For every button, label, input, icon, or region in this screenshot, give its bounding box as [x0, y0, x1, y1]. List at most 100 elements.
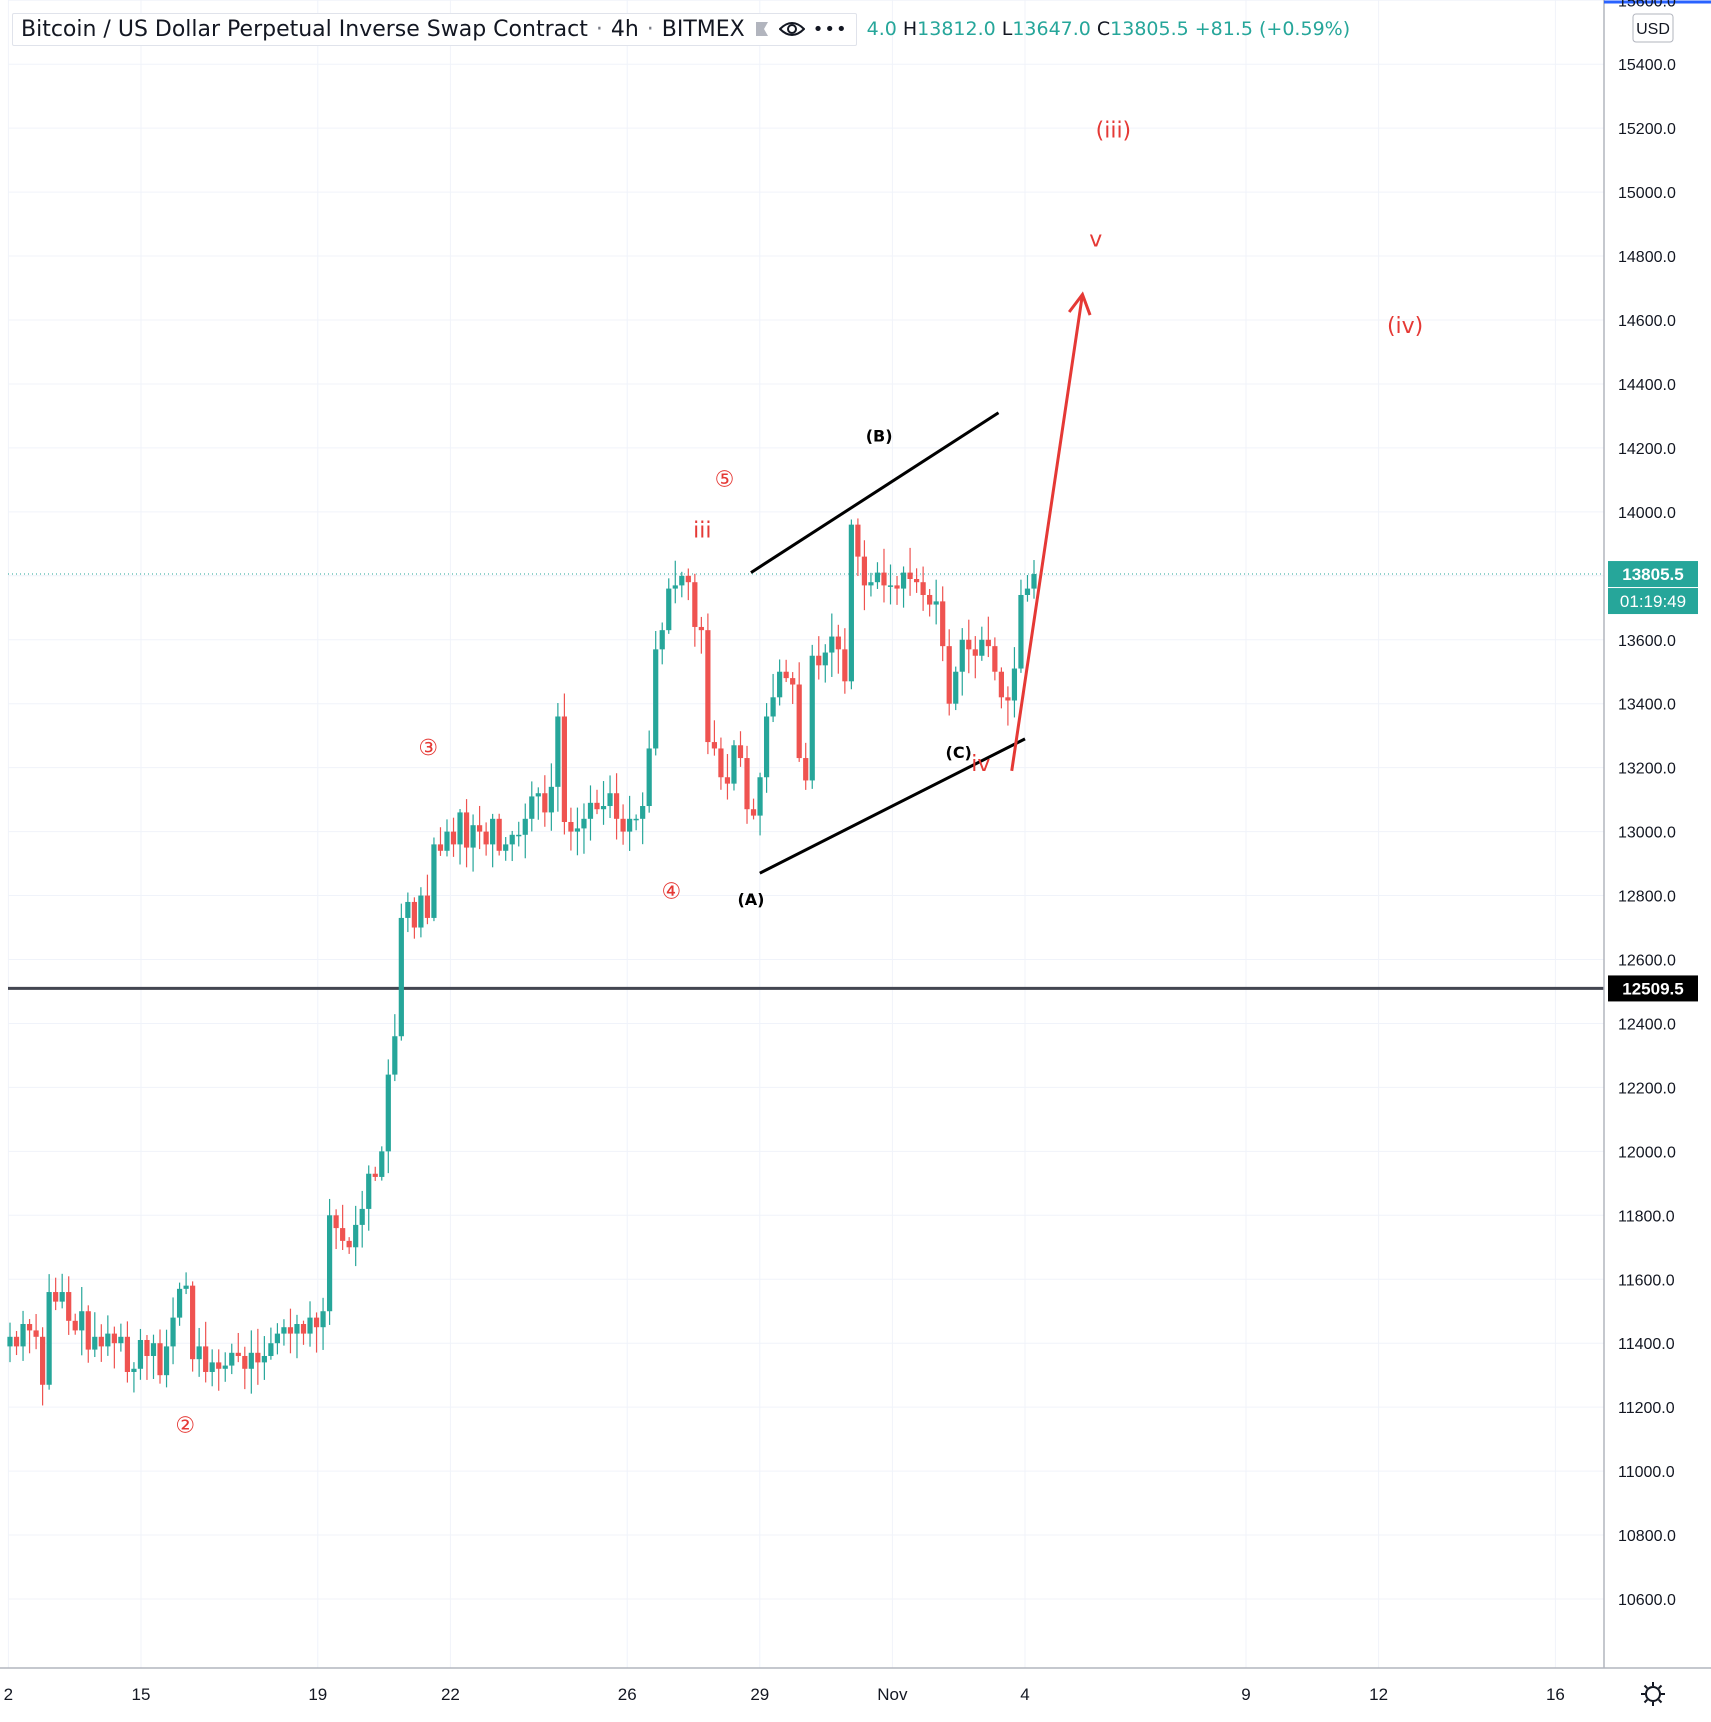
- candle-body: [855, 524, 861, 557]
- candle-body: [842, 649, 848, 682]
- ohlc-values: 4.0 H13812.0 L13647.0 C13805.5 +81.5 (+0…: [867, 18, 1351, 40]
- price-tick-label: 15400.0: [1618, 57, 1676, 74]
- candle-body: [731, 745, 737, 784]
- candle-body: [157, 1343, 163, 1376]
- candle-body: [59, 1292, 65, 1302]
- time-tick-label: 4: [1020, 1685, 1029, 1704]
- candle-body: [463, 812, 470, 848]
- candle-body: [366, 1173, 372, 1209]
- candle-body: [503, 844, 509, 851]
- price-tick-label: 15600.0: [1618, 0, 1676, 10]
- wave-label: (A): [737, 890, 764, 909]
- wave-annotations-group: ② ③ ④ ⑤ iii (A) (B) (C) iv v (iii) (iv): [175, 119, 1423, 1439]
- price-tick-label: 14000.0: [1618, 505, 1676, 522]
- time-tick-label: 12: [1369, 1685, 1388, 1704]
- candle-body: [835, 636, 841, 650]
- candle-body: [66, 1292, 72, 1321]
- candle-body: [444, 831, 450, 851]
- price-axis[interactable]: 10600.0 10800.0 11000.0 11200.0 11400.0 11600…: [1618, 0, 1676, 1609]
- candle-body: [816, 655, 822, 666]
- candle-body: [913, 578, 920, 583]
- candle-body: [992, 646, 998, 672]
- candle-body: [711, 742, 718, 749]
- candle-body: [274, 1333, 281, 1344]
- wave-label: iii: [693, 518, 711, 543]
- candle-body: [698, 626, 704, 631]
- projection-arrow-line: [1010, 294, 1084, 772]
- candle-body: [333, 1215, 339, 1229]
- symbol-title[interactable]: Bitcoin / US Dollar Perpetual Inverse Sw…: [21, 16, 588, 42]
- candle-body: [555, 716, 561, 787]
- price-tick-label: 15200.0: [1618, 121, 1676, 138]
- candle-body: [20, 1324, 26, 1347]
- candle-body: [287, 1327, 294, 1334]
- current-price-label: 13805.5: [1622, 565, 1683, 584]
- candle-body: [894, 585, 900, 589]
- candle-body: [509, 834, 515, 845]
- candle-body: [718, 748, 724, 778]
- candle-body: [326, 1215, 333, 1312]
- candle-body: [535, 793, 541, 797]
- settings-gear-icon[interactable]: [1641, 1682, 1665, 1706]
- symbol-info-box[interactable]: Bitcoin / US Dollar Perpetual Inverse Sw…: [12, 12, 857, 46]
- candle-body: [868, 582, 874, 586]
- high-value: 13812.0: [917, 18, 996, 40]
- candle-body: [737, 745, 744, 759]
- candle-body: [411, 901, 417, 928]
- candle-body: [920, 582, 926, 595]
- price-tick-label: 15000.0: [1618, 185, 1676, 202]
- candle-body: [627, 818, 633, 832]
- candle-body: [796, 684, 802, 759]
- eye-icon[interactable]: [778, 20, 805, 38]
- price-tick-label: 11800.0: [1618, 1208, 1675, 1225]
- candle-body: [144, 1340, 150, 1356]
- candle-body: [653, 649, 659, 749]
- candle-body: [72, 1320, 78, 1331]
- candle-body: [229, 1352, 235, 1366]
- flag-icon[interactable]: [753, 20, 771, 38]
- candle-body: [561, 716, 567, 823]
- price-tick-label: 10800.0: [1618, 1528, 1676, 1545]
- candle-body: [281, 1327, 287, 1334]
- time-tick-label: 9: [1241, 1685, 1250, 1704]
- candle-body: [998, 671, 1004, 698]
- drawings-group[interactable]: [750, 291, 1092, 875]
- candle-body: [516, 834, 522, 837]
- price-tick-label: 14800.0: [1618, 249, 1676, 266]
- price-tick-label: 11400.0: [1618, 1336, 1675, 1353]
- candle-body: [1011, 668, 1018, 701]
- time-axis[interactable]: 2 15 19 22 26 29 Nov 4 9 12 16: [4, 1685, 1565, 1704]
- candle-body: [1018, 594, 1024, 669]
- candle-body: [79, 1311, 85, 1331]
- symbol-legend: Bitcoin / US Dollar Perpetual Inverse Sw…: [12, 12, 1350, 46]
- candle-body: [861, 556, 868, 586]
- candle-body: [744, 758, 750, 810]
- candle-body: [372, 1173, 378, 1177]
- currency-label: USD: [1636, 21, 1670, 38]
- price-tick-label: 11200.0: [1618, 1400, 1675, 1417]
- candle-body: [483, 831, 489, 845]
- wave-label: (C): [946, 743, 972, 762]
- candle-body: [392, 1036, 398, 1075]
- candle-body: [111, 1333, 117, 1344]
- separator-dot: ·: [646, 16, 654, 42]
- candle-body: [724, 777, 731, 784]
- price-tick-label: 14400.0: [1618, 377, 1676, 394]
- more-icon[interactable]: •••: [812, 18, 848, 40]
- time-tick-label: 15: [132, 1685, 151, 1704]
- candle-body: [522, 818, 528, 835]
- candle-body: [874, 572, 881, 583]
- candle-body: [477, 825, 483, 832]
- interval-label[interactable]: 4h: [610, 16, 639, 42]
- candle-body: [750, 809, 757, 816]
- candle-body: [131, 1368, 137, 1372]
- currency-box[interactable]: [1632, 13, 1674, 43]
- level-badge: [1608, 975, 1698, 1002]
- candle-body: [294, 1324, 300, 1334]
- candle-body: [803, 758, 809, 781]
- candle-body: [940, 601, 946, 647]
- price-tick-label: 13600.0: [1618, 633, 1676, 650]
- candle-body: [959, 639, 965, 672]
- candle-body: [529, 796, 535, 819]
